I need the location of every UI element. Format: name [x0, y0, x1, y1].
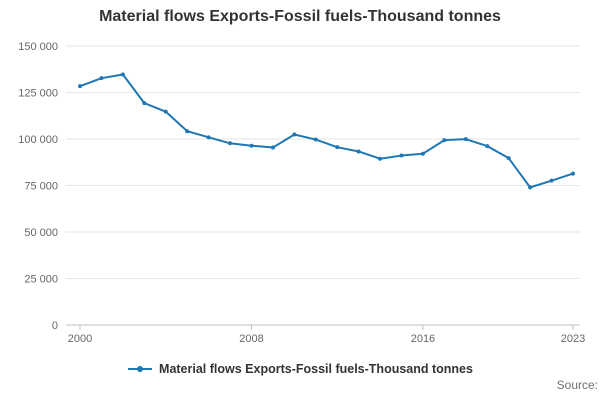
line-chart-plot-area: 0 25 000 50 000 75 000 100 000 125 000 150 000… [18, 41, 585, 345]
data-point[interactable] [163, 109, 168, 114]
data-point[interactable] [228, 141, 233, 146]
chart-title: Material flows Exports-Fossil fuels-Thou… [99, 8, 501, 25]
y-axis-tick-label: 0 [52, 320, 58, 332]
y-axis-tick-label: 125 000 [18, 88, 58, 100]
x-axis-tick-label: 2016 [411, 333, 435, 345]
series-line [79, 73, 574, 189]
data-point[interactable] [292, 132, 297, 137]
data-point[interactable] [485, 144, 490, 149]
legend-item[interactable]: Material flows Exports-Fossil fuels-Thou… [0, 362, 600, 376]
data-point[interactable] [249, 143, 254, 148]
y-axis-tick-label: 75 000 [24, 181, 58, 193]
data-point[interactable] [206, 135, 211, 140]
y-axis-tick-label: 100 000 [18, 134, 58, 146]
data-point[interactable] [99, 76, 104, 81]
source-credit: Source: [556, 378, 598, 392]
data-point[interactable] [442, 138, 447, 143]
data-point[interactable] [185, 129, 190, 134]
x-axis-tick-label: 2023 [561, 333, 585, 345]
data-point[interactable] [399, 153, 404, 158]
y-axis-tick-label: 50 000 [24, 227, 58, 239]
y-axis-tick-label: 150 000 [18, 41, 58, 53]
data-point[interactable] [356, 149, 361, 154]
data-point[interactable] [313, 137, 318, 142]
data-point[interactable] [270, 145, 275, 150]
data-point[interactable] [420, 151, 425, 156]
legend-series-label: Material flows Exports-Fossil fuels-Thou… [159, 362, 473, 376]
data-point[interactable] [463, 137, 468, 142]
x-axis-tick-label: 2008 [239, 333, 263, 345]
data-point[interactable] [335, 145, 340, 150]
legend-line-marker-icon [128, 366, 153, 372]
data-point[interactable] [549, 178, 554, 183]
data-point[interactable] [506, 156, 511, 161]
x-axis-tick-label: 2000 [68, 333, 92, 345]
data-point[interactable] [120, 72, 125, 77]
data-point[interactable] [378, 156, 383, 161]
data-point[interactable] [571, 171, 575, 176]
data-point[interactable] [528, 185, 533, 190]
data-point[interactable] [142, 101, 147, 106]
y-axis-tick-label: 25 000 [24, 274, 58, 286]
data-point[interactable] [78, 84, 82, 89]
